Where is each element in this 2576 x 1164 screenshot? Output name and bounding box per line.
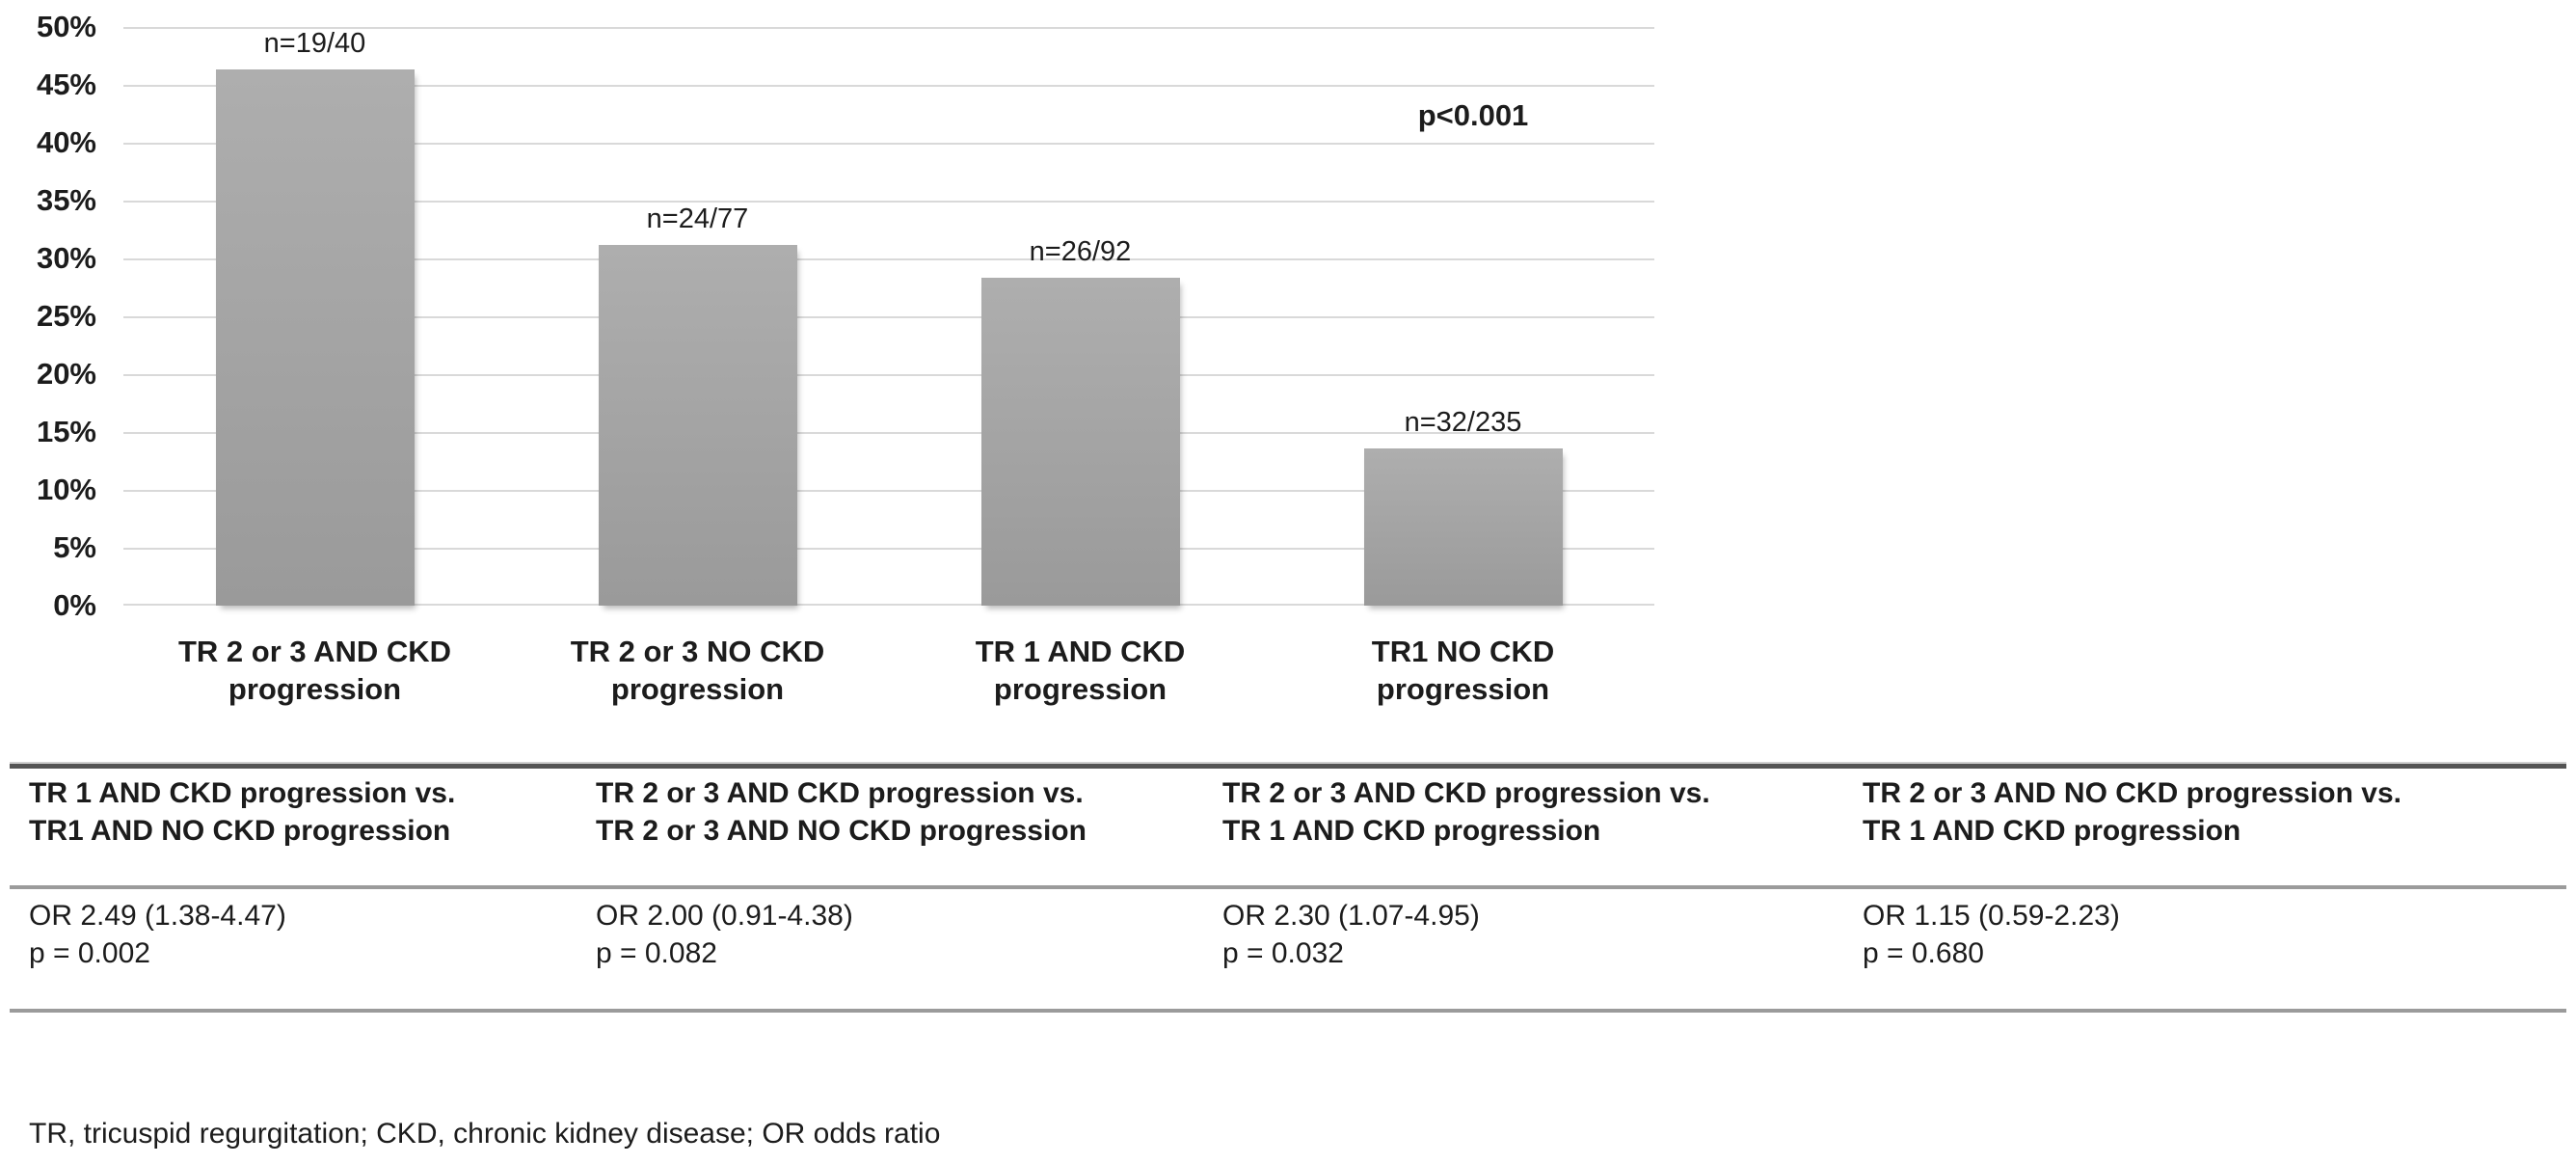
- table-header-cell: TR 2 or 3 AND CKD progression vs. TR 1 A…: [1222, 774, 1710, 850]
- y-tick-label: 0%: [53, 588, 96, 622]
- y-tick-label: 45%: [36, 68, 96, 101]
- x-axis-label-line1: TR 2 or 3 AND CKD: [177, 635, 452, 668]
- table-header-line1: TR 2 or 3 AND CKD progression vs.: [596, 777, 1084, 809]
- bar-group-tr23-and-ckd: n=19/40: [123, 27, 506, 606]
- table-header-rule: [10, 885, 2566, 889]
- x-axis-label-line1: TR1 NO CKD: [1371, 635, 1555, 668]
- y-axis: 50% 45% 40% 35% 30% 25% 20% 15% 10% 5% 0…: [0, 10, 102, 622]
- y-tick-label: 5%: [53, 530, 96, 564]
- gridline: [123, 27, 1654, 29]
- y-tick-label: 20%: [36, 357, 96, 391]
- table-header-line2: TR1 AND NO CKD progression: [29, 815, 451, 847]
- table-value-cell: OR 2.00 (0.91-4.38) p = 0.082: [596, 897, 853, 972]
- x-axis-label-line2: progression: [1376, 672, 1550, 706]
- x-axis-labels: TR 2 or 3 AND CKD progression TR 2 or 3 …: [123, 633, 1654, 708]
- x-axis-label: TR 1 AND CKD progression: [889, 633, 1272, 708]
- bar-group-tr1-no-ckd: n=32/235: [1272, 27, 1654, 606]
- table-header-line1: TR 1 AND CKD progression vs.: [29, 777, 456, 809]
- table-header-line2: TR 2 or 3 AND NO CKD progression: [596, 815, 1087, 847]
- x-axis-baseline: [123, 604, 1654, 606]
- table-bottom-rule: [10, 1009, 2566, 1013]
- gridline: [123, 316, 1654, 318]
- bar: [1363, 447, 1563, 606]
- y-tick-label: 35%: [36, 183, 96, 217]
- gridline: [123, 201, 1654, 203]
- table-value-cell: OR 2.30 (1.07-4.95) p = 0.032: [1222, 897, 1480, 972]
- y-tick-label: 15%: [36, 415, 96, 448]
- y-tick-label: 25%: [36, 299, 96, 333]
- bar-n-label: n=26/92: [1029, 236, 1132, 268]
- table-header-line2: TR 1 AND CKD progression: [1222, 815, 1601, 847]
- footnote: TR, tricuspid regurgitation; CKD, chroni…: [29, 1118, 941, 1150]
- bar-group-tr23-no-ckd: n=24/77: [506, 27, 889, 606]
- bar-n-label: n=32/235: [1404, 406, 1522, 438]
- table-header-line1: TR 2 or 3 AND NO CKD progression vs.: [1863, 777, 2402, 809]
- table-header-line2: TR 1 AND CKD progression: [1863, 815, 2241, 847]
- p-value: p = 0.002: [29, 937, 150, 969]
- p-value: p = 0.032: [1222, 937, 1344, 969]
- gridline: [123, 490, 1654, 492]
- bars-row: n=19/40 n=24/77 n=26/92 n=32/235: [123, 27, 1654, 606]
- odds-ratio-value: OR 1.15 (0.59-2.23): [1863, 900, 2120, 932]
- table-top-rule: [10, 762, 2566, 769]
- table-value-cell: OR 2.49 (1.38-4.47) p = 0.002: [29, 897, 286, 972]
- x-axis-label-line1: TR 1 AND CKD: [975, 635, 1186, 668]
- bar-n-label: n=19/40: [263, 28, 366, 59]
- x-axis-label: TR1 NO CKD progression: [1272, 633, 1654, 708]
- table-header-cell: TR 2 or 3 AND CKD progression vs. TR 2 o…: [596, 774, 1087, 850]
- x-axis-label-line2: progression: [610, 672, 785, 706]
- p-value: p = 0.082: [596, 937, 717, 969]
- p-value: p = 0.680: [1863, 937, 1984, 969]
- gridline: [123, 374, 1654, 376]
- gridline: [123, 85, 1654, 87]
- x-axis-label: TR 2 or 3 NO CKD progression: [506, 633, 889, 708]
- table-header-cell: TR 2 or 3 AND NO CKD progression vs. TR …: [1863, 774, 2402, 850]
- x-axis-label-line1: TR 2 or 3 NO CKD: [570, 635, 825, 668]
- gridline: [123, 258, 1654, 260]
- bar: [215, 69, 415, 606]
- x-axis-label-line2: progression: [228, 672, 402, 706]
- y-tick-label: 40%: [36, 125, 96, 159]
- plot-area: n=19/40 n=24/77 n=26/92 n=32/235 p<0.001: [123, 27, 1654, 606]
- gridline: [123, 143, 1654, 145]
- y-tick-label: 50%: [36, 10, 96, 43]
- odds-ratio-value: OR 2.30 (1.07-4.95): [1222, 900, 1480, 932]
- y-tick-label: 30%: [36, 241, 96, 275]
- bar-n-label: n=24/77: [646, 203, 749, 234]
- p-value-annotation: p<0.001: [1417, 98, 1529, 132]
- table-header-cell: TR 1 AND CKD progression vs. TR1 AND NO …: [29, 774, 455, 850]
- odds-ratio-value: OR 2.00 (0.91-4.38): [596, 900, 853, 932]
- bar: [598, 244, 797, 606]
- y-tick-label: 10%: [36, 473, 96, 506]
- x-axis-label-line2: progression: [993, 672, 1167, 706]
- table-header-line1: TR 2 or 3 AND CKD progression vs.: [1222, 777, 1710, 809]
- gridline: [123, 548, 1654, 550]
- bar-group-tr1-and-ckd: n=26/92: [889, 27, 1272, 606]
- bar: [980, 278, 1180, 606]
- gridline: [123, 432, 1654, 434]
- x-axis-label: TR 2 or 3 AND CKD progression: [123, 633, 506, 708]
- table-value-cell: OR 1.15 (0.59-2.23) p = 0.680: [1863, 897, 2120, 972]
- odds-ratio-value: OR 2.49 (1.38-4.47): [29, 900, 286, 932]
